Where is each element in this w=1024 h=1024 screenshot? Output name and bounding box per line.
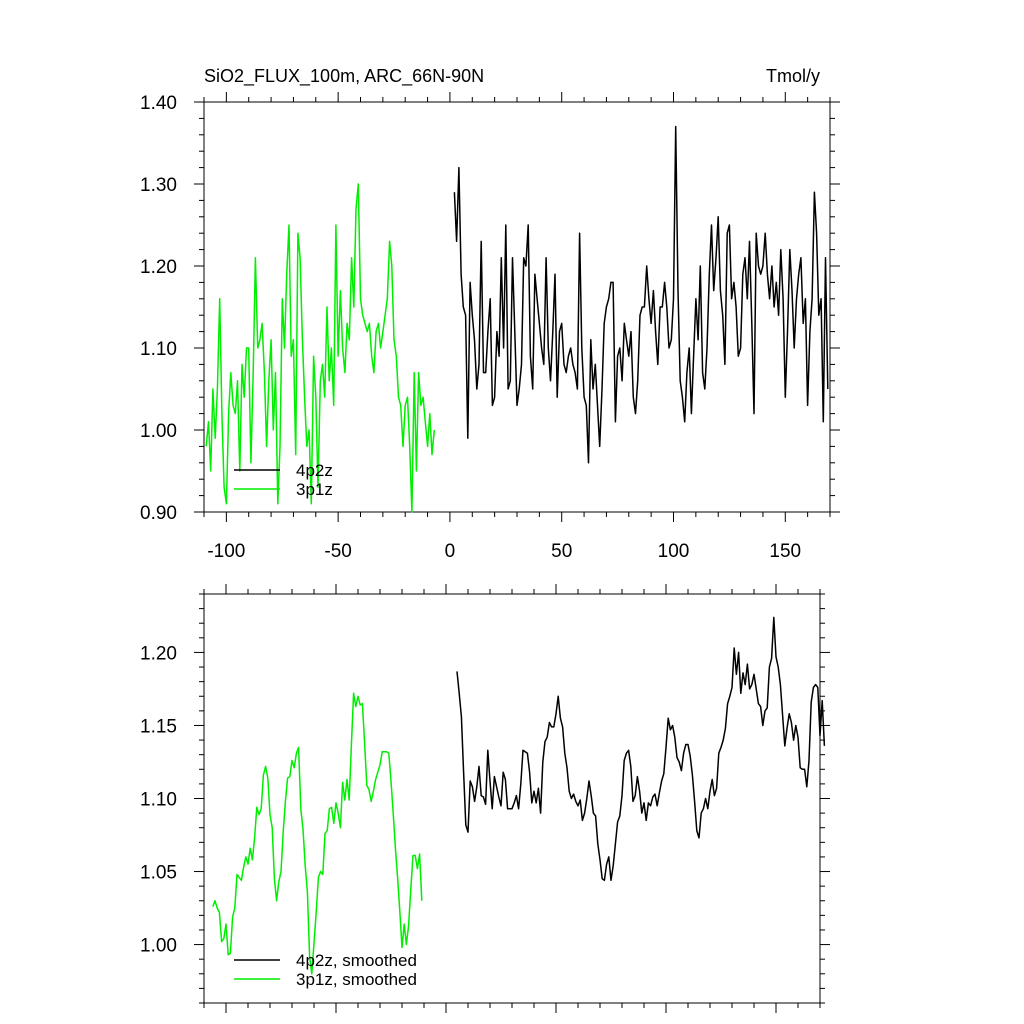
bottom-series-line-2 xyxy=(212,692,423,975)
top-y-tick-label: 1.10 xyxy=(140,339,177,360)
bottom-y-tick-label: 1.15 xyxy=(140,716,177,737)
top-y-tick-label: 1.20 xyxy=(140,257,177,278)
bottom-plot-frame xyxy=(203,593,821,1004)
top-x-tick-label: 50 xyxy=(551,541,572,562)
top-panel: -100 -50 0 50 100 150 0.90 1.00 1.10 1.20 1.30 1.40… xyxy=(140,92,840,562)
top-legend-label-2: 3p1z xyxy=(296,480,333,499)
bottom-legend-label-2: 3p1z, smoothed xyxy=(296,970,417,989)
top-y-tick-label: 1.30 xyxy=(140,175,177,196)
top-x-tick-label: -100 xyxy=(207,541,245,562)
bottom-y-tick-label: 1.00 xyxy=(140,936,177,957)
top-y-tick-label: 1.40 xyxy=(140,93,177,114)
top-x-tick-label: 100 xyxy=(658,541,690,562)
top-legend-label-1: 4p2z xyxy=(296,461,333,480)
top-x-tick-label: -50 xyxy=(324,541,351,562)
top-x-tick-label: 0 xyxy=(445,541,456,562)
bottom-y-tick-label: 1.20 xyxy=(140,643,177,664)
units-label: Tmol/y xyxy=(766,66,820,86)
top-y-tick-label: 1.00 xyxy=(140,421,177,442)
top-x-tick-label: 150 xyxy=(769,541,801,562)
bottom-y-tick-label: 1.10 xyxy=(140,790,177,811)
bottom-panel: 1.00 1.05 1.10 1.15 1.20 4p2z, smoothed3p1z, … xyxy=(140,584,830,1013)
bottom-legend-label-1: 4p2z, smoothed xyxy=(296,951,417,970)
top-series-line-1 xyxy=(453,125,829,464)
bottom-y-tick-label: 1.05 xyxy=(140,863,177,884)
bottom-series-line-1 xyxy=(456,616,826,882)
top-series-line-2 xyxy=(205,183,436,513)
top-y-tick-label: 0.90 xyxy=(140,503,177,524)
chart-title: SiO2_FLUX_100m, ARC_66N-90N xyxy=(204,66,484,87)
